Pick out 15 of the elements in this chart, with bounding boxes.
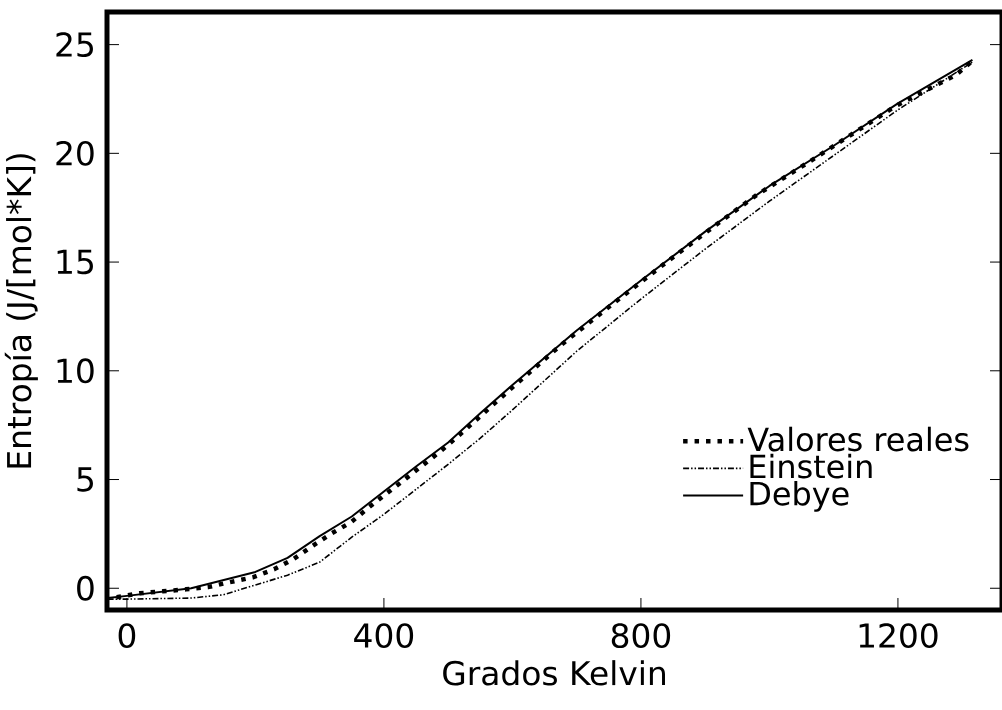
y-tick-label: 25 <box>56 32 93 58</box>
x-tick-label: 400 <box>354 623 414 649</box>
y-axis-title: Entropía (J/[mol*K]) <box>4 154 38 468</box>
y-tick-label: 10 <box>57 358 94 384</box>
legend-label: Einstein <box>750 453 872 479</box>
x-tick-label: 800 <box>611 623 671 649</box>
legend-label: Debye <box>750 480 849 512</box>
y-tick-label: 20 <box>56 140 94 166</box>
legend-label: Valores reales <box>747 426 969 452</box>
x-axis-title: Grados Kelvin <box>443 660 665 686</box>
x-tick-label: 0 <box>118 623 136 649</box>
x-tick-label: 1200 <box>859 623 938 649</box>
y-tick-label: 15 <box>57 249 93 275</box>
y-tick-label: 5 <box>77 467 93 492</box>
y-tick-label: 0 <box>77 575 94 601</box>
